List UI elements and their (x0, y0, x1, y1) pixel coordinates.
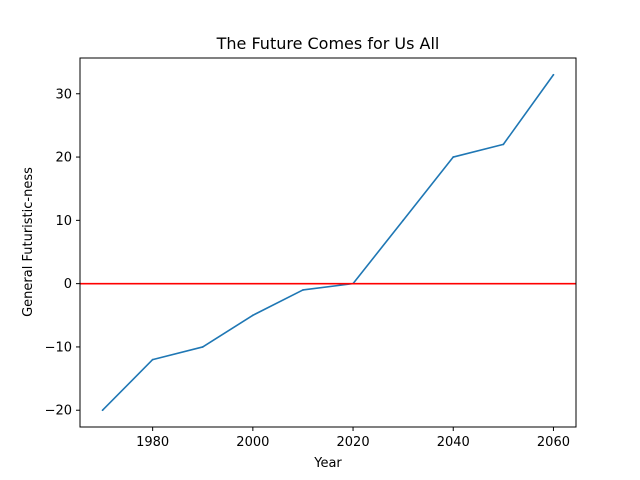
x-axis-label: Year (313, 456, 342, 471)
data-point-2010 (302, 289, 304, 291)
x-tick-label: 1980 (136, 435, 169, 450)
x-axis-ticks: 1980 2000 2020 2040 2060 (136, 427, 570, 450)
y-tick-label: 30 (55, 87, 72, 102)
x-tick-label: 2020 (337, 435, 370, 450)
data-point-1990 (201, 346, 204, 348)
plot-frame (79, 57, 577, 428)
data-point-2030 (402, 219, 405, 222)
data-point-2050 (502, 143, 505, 146)
series-line (101, 74, 555, 411)
y-tick-label: 10 (55, 214, 72, 229)
y-axis-label: General Futuristic-ness (21, 167, 36, 317)
y-tick-label: 20 (55, 151, 72, 166)
y-tick-label: −20 (45, 404, 72, 419)
plot-area (79, 57, 577, 428)
series-layer (101, 73, 555, 412)
x-tick-label: 2040 (437, 435, 470, 450)
data-point-1970 (101, 409, 104, 412)
data-point-1980 (151, 358, 154, 361)
y-axis-ticks: −20 −10 0 10 20 30 (45, 87, 80, 419)
data-point-2040 (452, 156, 455, 158)
data-point-2000 (251, 314, 254, 317)
y-tick-label: −10 (45, 340, 72, 355)
data-point-2060 (552, 73, 555, 76)
x-tick-label: 2060 (537, 435, 570, 450)
y-tick-label: 0 (64, 277, 72, 292)
x-tick-label: 2000 (236, 435, 269, 450)
chart-title: The Future Comes for Us All (216, 34, 440, 53)
